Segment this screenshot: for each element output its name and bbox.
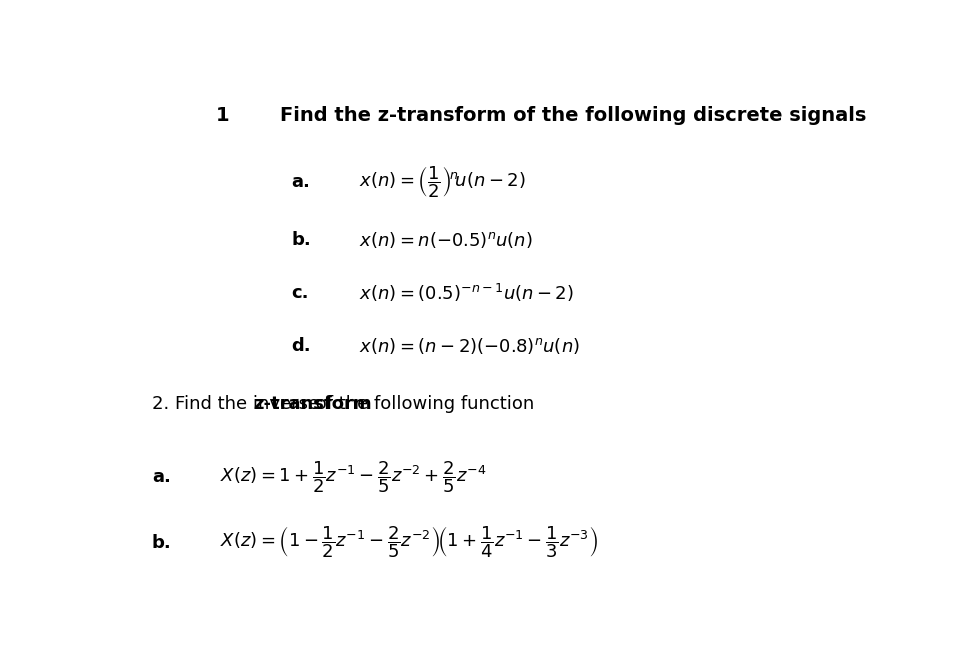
Text: $x(n) = (0.5)^{-n-1} u(n-2)$: $x(n) = (0.5)^{-n-1} u(n-2)$ bbox=[359, 282, 574, 304]
Text: a.: a. bbox=[152, 468, 170, 486]
Text: $x(n) = n(-0.5)^n u(n)$: $x(n) = n(-0.5)^n u(n)$ bbox=[359, 230, 533, 250]
Text: 2. Find the inverse: 2. Find the inverse bbox=[152, 395, 325, 413]
Text: $X(z) = 1 + \dfrac{1}{2}z^{-1} - \dfrac{2}{5}z^{-2} + \dfrac{2}{5}z^{-4}$: $X(z) = 1 + \dfrac{1}{2}z^{-1} - \dfrac{… bbox=[220, 459, 486, 495]
Text: d.: d. bbox=[291, 337, 311, 355]
Text: $x(n) = (n-2)(-0.8)^n u(n)$: $x(n) = (n-2)(-0.8)^n u(n)$ bbox=[359, 336, 580, 356]
Text: z-transform: z-transform bbox=[254, 395, 373, 413]
Text: $x(n) = \left(\dfrac{1}{2}\right)^{\!n}\! u(n-2)$: $x(n) = \left(\dfrac{1}{2}\right)^{\!n}\… bbox=[359, 164, 525, 200]
Text: a.: a. bbox=[291, 173, 310, 191]
Text: b.: b. bbox=[152, 534, 171, 552]
Text: Find the z-transform of the following discrete signals: Find the z-transform of the following di… bbox=[280, 106, 866, 125]
Text: 1: 1 bbox=[216, 106, 230, 125]
Text: of the following function: of the following function bbox=[309, 395, 534, 413]
Text: $X(z) = \left(1 - \dfrac{1}{2}z^{-1} - \dfrac{2}{5}z^{-2}\right)\!\left(1 + \dfr: $X(z) = \left(1 - \dfrac{1}{2}z^{-1} - \… bbox=[220, 525, 598, 561]
Text: b.: b. bbox=[291, 231, 311, 249]
Text: c.: c. bbox=[291, 284, 308, 302]
